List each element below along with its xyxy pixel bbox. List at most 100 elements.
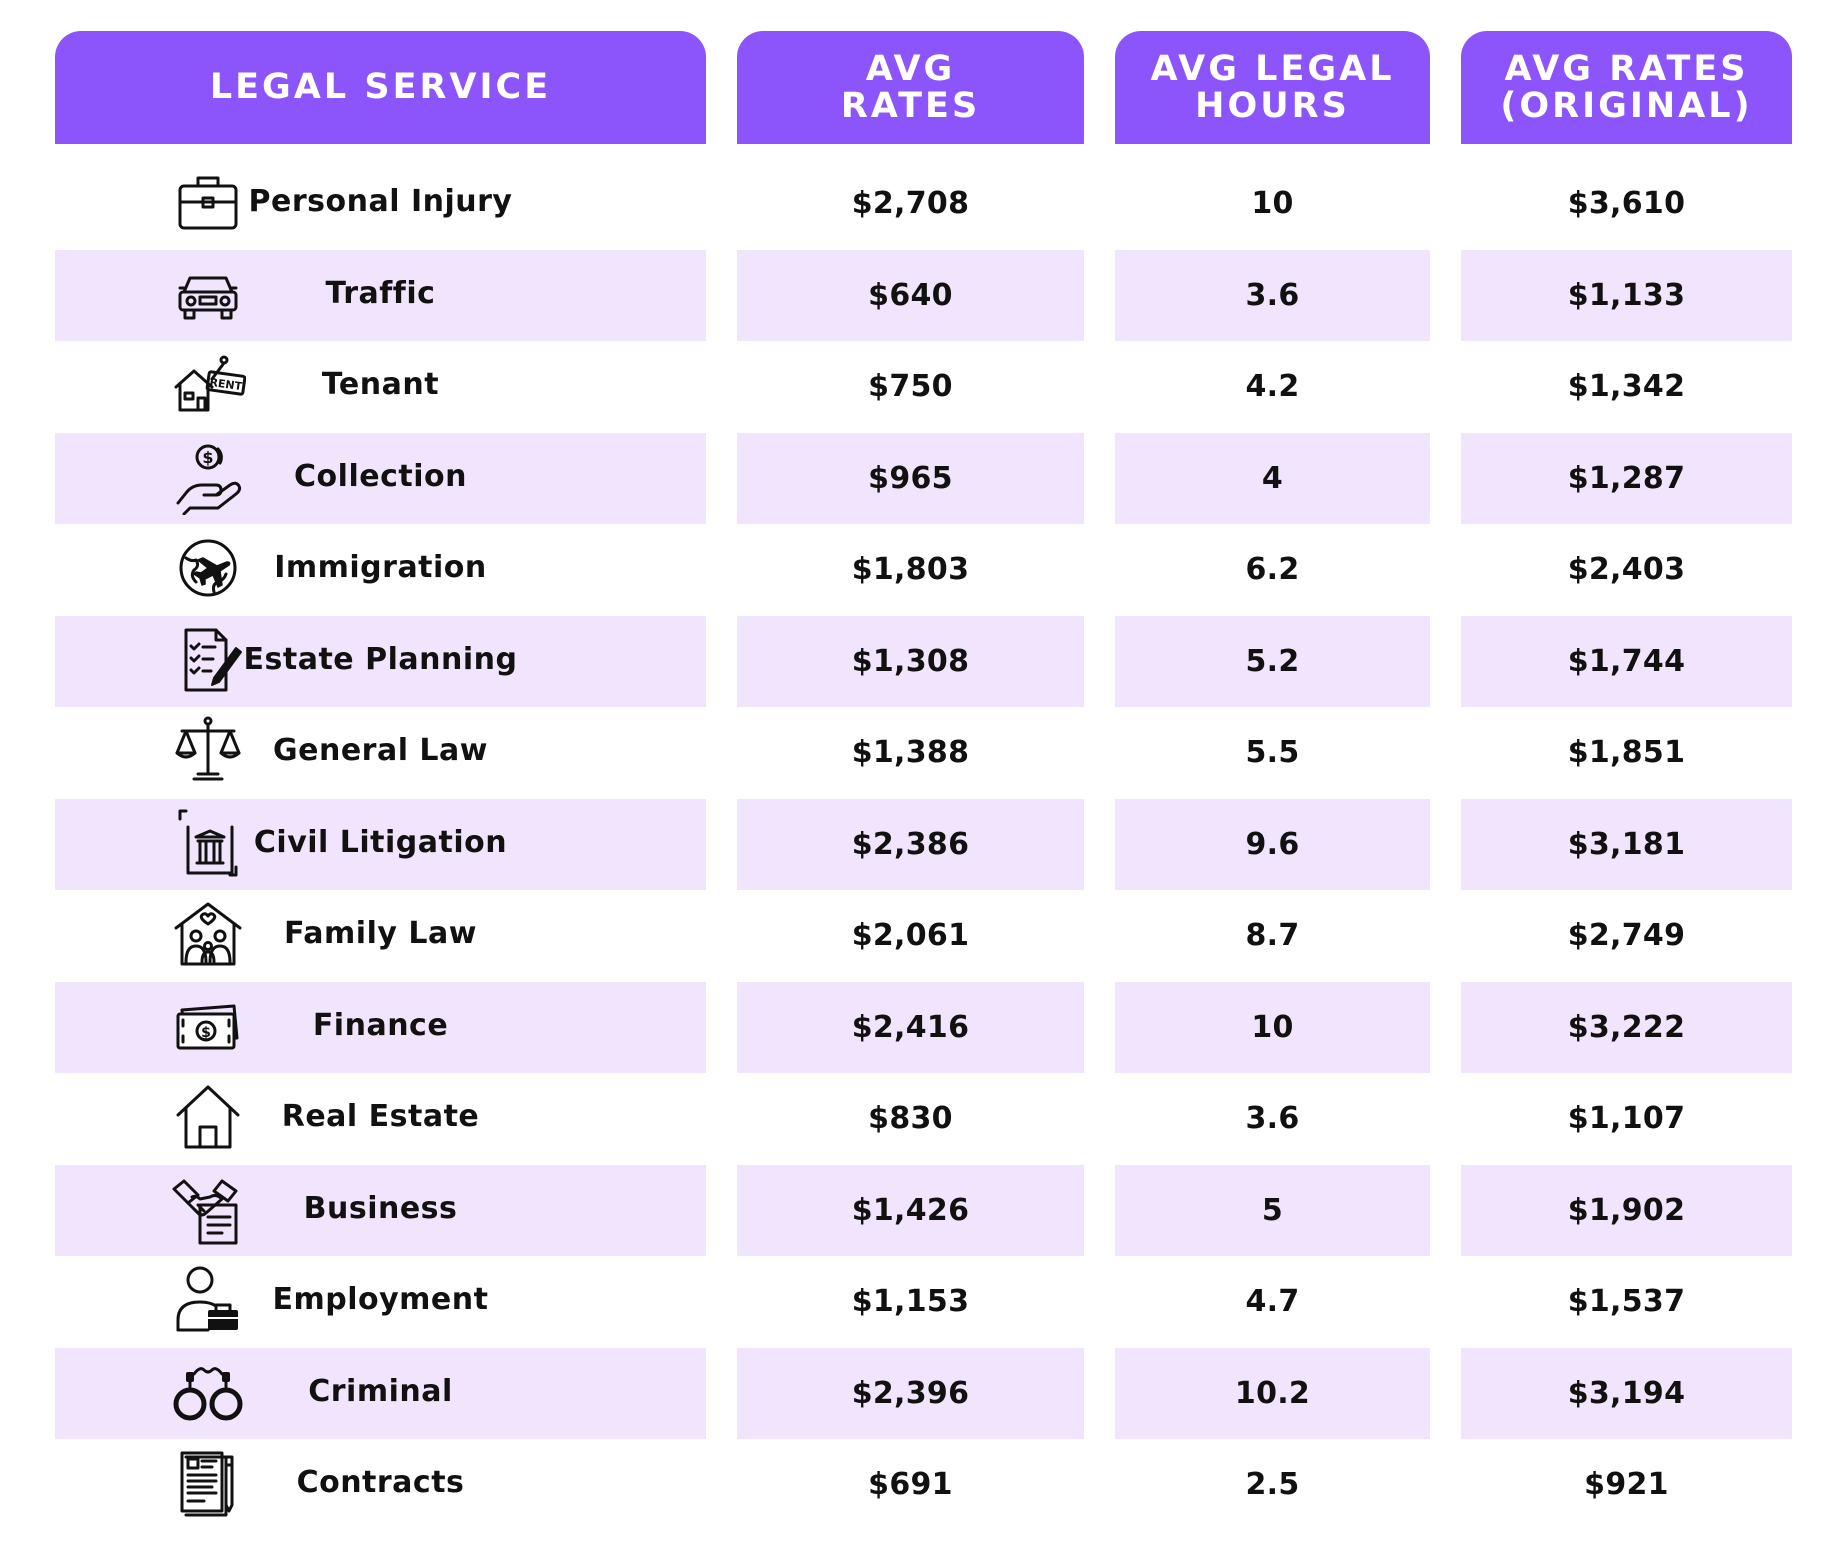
- contract-pen-icon: [170, 1445, 246, 1521]
- avg-rate-original-cell: $1,133: [1567, 277, 1686, 313]
- row-band: [55, 615, 706, 707]
- avg-rate-cell: $1,803: [851, 552, 970, 587]
- row-band: [1115, 1347, 1430, 1439]
- table-row: Personal Injury: [0, 156, 710, 247]
- row-band: [1461, 432, 1792, 524]
- table-row: Business: [0, 1163, 710, 1254]
- handshake-contract-icon: [170, 1171, 246, 1247]
- header-line: HOURS: [1195, 85, 1350, 126]
- avg-hours-cell: 2.5: [1245, 1467, 1300, 1502]
- header-line: LEGAL SERVICE: [209, 67, 552, 107]
- row-band: [1461, 249, 1792, 341]
- courthouse-document-icon: [170, 805, 246, 881]
- service-label: Real Estate: [281, 1099, 480, 1134]
- table-row: Immigration: [0, 522, 710, 613]
- avg-rate-cell: $750: [868, 369, 953, 404]
- service-label: Personal Injury: [248, 184, 513, 219]
- row-band: [1461, 981, 1792, 1073]
- row-band: [737, 981, 1084, 1073]
- table-row: RENT Tenant: [0, 339, 710, 430]
- row-band: [55, 249, 706, 341]
- table-row: Civil Litigation: [0, 797, 710, 888]
- row-band: [1115, 249, 1430, 341]
- row-band: [1461, 615, 1792, 707]
- service-label: Civil Litigation: [253, 824, 508, 860]
- header-avg-rates-original: AVG RATES (ORIGINAL): [1461, 31, 1792, 144]
- avg-hours-cell: 9.6: [1245, 826, 1300, 862]
- globe-airplane-icon: [170, 530, 246, 606]
- service-label: Criminal: [308, 1373, 453, 1409]
- avg-hours-cell: 5.2: [1245, 643, 1300, 679]
- header-text: AVG RATES (ORIGINAL): [1500, 50, 1753, 126]
- service-label: Employment: [272, 1282, 489, 1317]
- service-label: Tenant: [321, 367, 440, 402]
- scales-of-justice-icon: [170, 713, 246, 789]
- avg-hours-cell: 5: [1261, 1192, 1284, 1228]
- avg-hours-cell: 3.6: [1245, 277, 1300, 313]
- table-row: Contracts: [0, 1437, 710, 1528]
- table-row: Traffic: [0, 248, 710, 339]
- avg-rate-original-cell: $1,537: [1567, 1284, 1686, 1319]
- hand-dollar-coin-icon: $: [170, 439, 246, 515]
- table-row: Estate Planning: [0, 614, 710, 705]
- row-band: [55, 798, 706, 890]
- header-line: (ORIGINAL): [1500, 85, 1753, 126]
- avg-hours-cell: 4: [1261, 460, 1284, 496]
- avg-hours-cell: 10: [1251, 186, 1294, 221]
- row-band: [55, 1164, 706, 1256]
- avg-rate-cell: $640: [868, 277, 953, 313]
- avg-rate-original-cell: $1,902: [1567, 1192, 1686, 1228]
- row-band: [1461, 1347, 1792, 1439]
- row-band: [1115, 1164, 1430, 1256]
- briefcase-icon: [170, 164, 246, 240]
- avg-hours-cell: 6.2: [1245, 552, 1300, 587]
- row-band: [737, 1164, 1084, 1256]
- avg-rate-cell: $1,426: [851, 1192, 970, 1228]
- header-legal-service: LEGAL SERVICE: [55, 31, 706, 144]
- table-row: Real Estate: [0, 1071, 710, 1162]
- svg-text:RENT: RENT: [209, 376, 244, 393]
- checklist-pen-icon: [170, 622, 246, 698]
- avg-rate-cell: $691: [868, 1467, 953, 1502]
- header-text: AVG RATES: [841, 48, 980, 125]
- avg-rate-cell: $830: [868, 1101, 953, 1136]
- person-briefcase-icon: [170, 1262, 246, 1338]
- avg-rate-cell: $1,388: [851, 735, 970, 770]
- avg-rate-cell: $2,396: [851, 1375, 970, 1411]
- house-icon: [170, 1079, 246, 1155]
- avg-rate-cell: $2,061: [851, 918, 970, 953]
- avg-rate-original-cell: $3,610: [1567, 186, 1686, 221]
- table-row: Criminal: [0, 1346, 710, 1437]
- table-row: $ Collection: [0, 431, 710, 522]
- service-label: Collection: [294, 458, 467, 494]
- svg-text:$: $: [202, 448, 213, 467]
- avg-rate-original-cell: $1,342: [1567, 369, 1686, 404]
- service-label: Finance: [312, 1007, 449, 1043]
- row-band: [1115, 981, 1430, 1073]
- service-label: Contracts: [296, 1465, 465, 1500]
- avg-rate-cell: $2,708: [851, 186, 970, 221]
- avg-hours-cell: 4.2: [1245, 369, 1300, 404]
- avg-rate-original-cell: $3,222: [1567, 1009, 1686, 1045]
- avg-rate-original-cell: $1,851: [1567, 735, 1686, 770]
- house-rent-sign-icon: RENT: [170, 347, 246, 423]
- header-line: AVG: [865, 48, 956, 89]
- avg-rate-cell: $2,416: [851, 1009, 970, 1045]
- header-avg-legal-hours: AVG LEGAL HOURS: [1115, 31, 1430, 144]
- row-band: [1461, 1164, 1792, 1256]
- table-row: General Law: [0, 705, 710, 796]
- avg-hours-cell: 5.5: [1245, 735, 1300, 770]
- avg-hours-cell: 10: [1251, 1009, 1294, 1045]
- avg-rate-cell: $2,386: [851, 826, 970, 862]
- header-line: AVG LEGAL: [1150, 48, 1395, 89]
- avg-rate-cell: $1,153: [851, 1284, 970, 1319]
- avg-rate-original-cell: $1,287: [1567, 460, 1686, 496]
- table-row: Employment: [0, 1254, 710, 1345]
- avg-hours-cell: 4.7: [1245, 1284, 1300, 1319]
- avg-rate-cell: $965: [868, 460, 953, 496]
- row-band: [1115, 432, 1430, 524]
- service-label: Estate Planning: [243, 641, 518, 677]
- service-label: General Law: [272, 733, 489, 768]
- row-band: [737, 798, 1084, 890]
- svg-text:$: $: [201, 1025, 211, 1041]
